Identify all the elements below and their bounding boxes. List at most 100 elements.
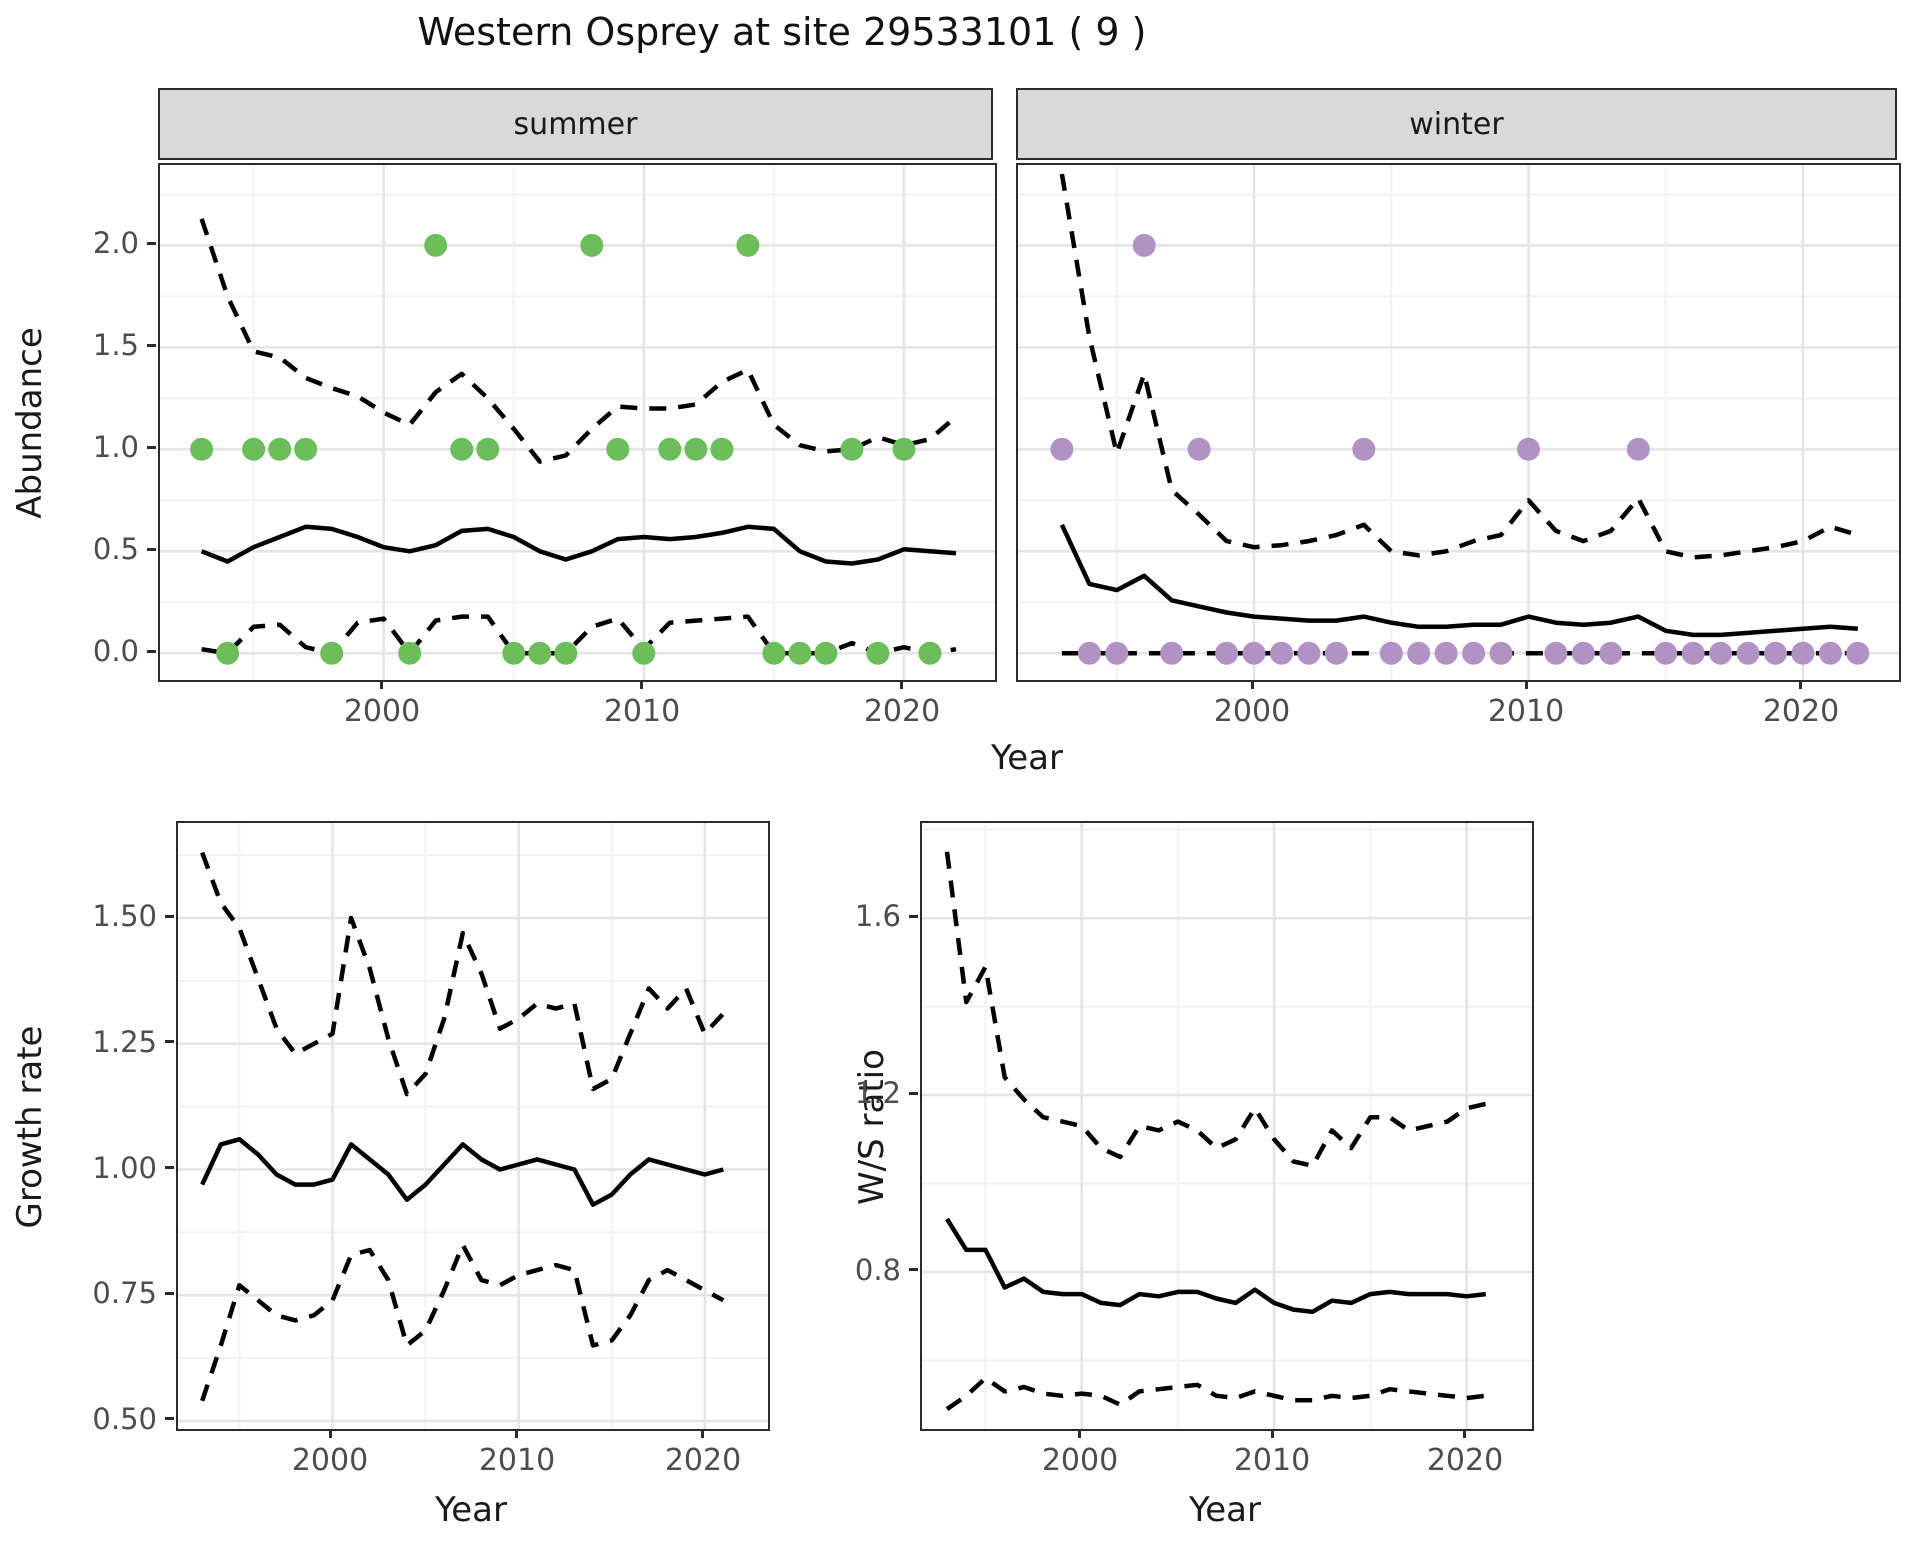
x-tick-mark — [1463, 1429, 1466, 1438]
data-point — [1077, 641, 1101, 665]
data-point — [1242, 641, 1266, 665]
facet-strip-summer-label: summer — [513, 106, 638, 142]
y-tick-label-ws: 1.6 — [854, 899, 901, 933]
data-point — [1709, 641, 1733, 665]
data-point — [502, 641, 526, 665]
y-tick-mark — [147, 446, 156, 449]
data-point — [658, 437, 682, 461]
panel-ws — [920, 821, 1534, 1431]
data-point — [554, 641, 578, 665]
x-tick-label-winter: 2010 — [1487, 694, 1565, 729]
data-point — [1270, 641, 1293, 665]
median-line-median — [1059, 523, 1858, 638]
y-tick-mark — [909, 1092, 918, 1095]
data-point — [762, 641, 786, 665]
chart-title: Western Osprey at site 29533101 ( 9 ) — [417, 10, 1147, 54]
x-tick-label-ws: 2000 — [1041, 1443, 1119, 1478]
x-tick-mark — [1271, 1429, 1274, 1438]
gridlines — [160, 165, 995, 680]
ci-line-upper_97.5_CI — [1059, 173, 1859, 560]
data-point — [1132, 233, 1156, 257]
x-tick-label-summer: 2010 — [603, 694, 681, 729]
median-line-median — [200, 1137, 724, 1207]
y-tick-label-summer: 0.5 — [92, 532, 139, 566]
data-point — [814, 641, 838, 665]
data-point — [1517, 437, 1540, 461]
y-tick-mark — [147, 242, 156, 245]
y-tick-label-ws: 0.8 — [854, 1253, 901, 1287]
gridlines — [1018, 165, 1899, 680]
x-tick-label-winter: 2000 — [1213, 694, 1291, 729]
data-point — [840, 437, 864, 461]
data-point — [1407, 641, 1431, 665]
ci-line-upper_97.5_CI — [200, 851, 725, 1097]
data-point — [1846, 641, 1870, 665]
data-point — [476, 437, 500, 461]
data-point — [1297, 641, 1321, 665]
y-tick-label-growth: 0.75 — [92, 1276, 157, 1310]
data-point — [918, 641, 942, 665]
y-tick-mark — [909, 1268, 918, 1271]
data-point — [1654, 641, 1678, 665]
data-point — [320, 641, 344, 665]
data-point — [1764, 641, 1787, 665]
x-tick-label-growth: 2020 — [664, 1443, 742, 1478]
x-tick-label-ws: 2020 — [1426, 1443, 1504, 1478]
data-point — [788, 641, 812, 665]
data-point — [1434, 641, 1458, 665]
data-point — [1050, 437, 1074, 461]
data-point — [242, 437, 266, 461]
y-axis-title-abundance: Abundance — [10, 327, 50, 519]
data-point — [866, 641, 890, 665]
y-tick-label-summer: 1.0 — [92, 430, 139, 464]
data-point — [736, 233, 760, 257]
x-tick-mark — [380, 680, 383, 689]
panel-summer — [158, 163, 997, 682]
x-tick-mark — [515, 1429, 518, 1438]
gridlines — [178, 823, 768, 1429]
x-tick-mark — [640, 680, 643, 689]
data-point — [1791, 641, 1815, 665]
x-tick-mark — [329, 1429, 332, 1438]
data-point — [1105, 641, 1129, 665]
y-axis-title-ws-ratio: W/S ratio — [852, 1049, 892, 1205]
data-point — [1352, 437, 1376, 461]
y-tick-mark — [165, 1417, 174, 1420]
data-point — [528, 641, 552, 665]
data-point — [1187, 437, 1211, 461]
data-point — [1379, 641, 1403, 665]
data-point — [1544, 641, 1568, 665]
x-tick-mark — [900, 680, 903, 689]
y-tick-mark — [147, 548, 156, 551]
data-point — [190, 437, 214, 461]
panel-growth — [176, 821, 770, 1431]
median-line-median — [945, 1217, 1487, 1315]
data-point — [1818, 641, 1842, 665]
ci-line-lower_2.5_CI — [201, 614, 957, 656]
y-tick-mark — [165, 1292, 174, 1295]
y-tick-mark — [147, 650, 156, 653]
data-point — [1626, 437, 1650, 461]
y-tick-mark — [909, 915, 918, 918]
data-point — [1160, 641, 1184, 665]
y-tick-label-summer: 2.0 — [92, 226, 139, 260]
y-tick-label-growth: 1.50 — [92, 899, 157, 933]
data-point — [1462, 641, 1486, 665]
data-point — [268, 437, 292, 461]
y-axis-title-growth-rate: Growth rate — [10, 1025, 50, 1229]
data-point — [216, 641, 240, 665]
x-tick-mark — [1078, 1429, 1081, 1438]
x-tick-label-growth: 2010 — [478, 1443, 556, 1478]
data-point — [294, 437, 318, 461]
y-tick-label-ws: 1.2 — [854, 1076, 901, 1110]
data-point — [710, 437, 734, 461]
data-point — [632, 641, 656, 665]
data-point — [580, 233, 604, 257]
y-tick-mark — [147, 344, 156, 347]
data-point — [1736, 641, 1760, 665]
y-tick-label-growth: 1.00 — [92, 1151, 157, 1185]
data-point — [1215, 641, 1239, 665]
x-axis-title-year-ws: Year — [1189, 1490, 1261, 1530]
data-point — [1571, 641, 1595, 665]
